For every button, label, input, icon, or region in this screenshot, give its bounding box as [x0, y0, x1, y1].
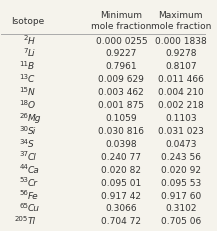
Text: 37: 37	[19, 151, 28, 157]
Text: Mg: Mg	[28, 114, 41, 122]
Text: 0.240 77: 0.240 77	[101, 152, 141, 161]
Text: 0.704 72: 0.704 72	[101, 216, 141, 225]
Text: 26: 26	[19, 112, 28, 118]
Text: 0.020 82: 0.020 82	[101, 165, 141, 174]
Text: 0.3066: 0.3066	[105, 204, 137, 213]
Text: 0.031 023: 0.031 023	[158, 126, 204, 135]
Text: Tl: Tl	[28, 216, 36, 225]
Text: B: B	[28, 62, 34, 71]
Text: 0.8107: 0.8107	[165, 62, 197, 71]
Text: 0.003 462: 0.003 462	[99, 88, 144, 97]
Text: Isotope: Isotope	[12, 17, 45, 26]
Text: 13: 13	[19, 74, 28, 80]
Text: 0.0473: 0.0473	[165, 139, 197, 148]
Text: 0.1059: 0.1059	[105, 114, 137, 122]
Text: 0.095 53: 0.095 53	[161, 178, 201, 187]
Text: Cr: Cr	[28, 178, 38, 187]
Text: 7: 7	[24, 48, 28, 54]
Text: Ca: Ca	[28, 165, 40, 174]
Text: 0.243 56: 0.243 56	[161, 152, 201, 161]
Text: 205: 205	[15, 215, 28, 221]
Text: 44: 44	[19, 164, 28, 170]
Text: 0.1103: 0.1103	[165, 114, 197, 122]
Text: Cl: Cl	[28, 152, 37, 161]
Text: 0.917 60: 0.917 60	[161, 191, 201, 200]
Text: Cu: Cu	[28, 204, 40, 213]
Text: 65: 65	[19, 202, 28, 208]
Text: Si: Si	[28, 126, 36, 135]
Text: 11: 11	[19, 61, 28, 67]
Text: H: H	[28, 36, 35, 45]
Text: 0.705 06: 0.705 06	[161, 216, 201, 225]
Text: 0.3102: 0.3102	[165, 204, 197, 213]
Text: 0.004 210: 0.004 210	[158, 88, 204, 97]
Text: 0.095 01: 0.095 01	[101, 178, 141, 187]
Text: Li: Li	[28, 49, 36, 58]
Text: C: C	[28, 75, 34, 84]
Text: 0.7961: 0.7961	[105, 62, 137, 71]
Text: 18: 18	[19, 99, 28, 105]
Text: S: S	[28, 139, 34, 148]
Text: 0.030 816: 0.030 816	[98, 126, 144, 135]
Text: 0.0398: 0.0398	[105, 139, 137, 148]
Text: 0.917 42: 0.917 42	[101, 191, 141, 200]
Text: O: O	[28, 101, 35, 110]
Text: 0.011 466: 0.011 466	[158, 75, 204, 84]
Text: 0.9227: 0.9227	[106, 49, 137, 58]
Text: 34: 34	[19, 138, 28, 144]
Text: 0.001 875: 0.001 875	[98, 101, 144, 110]
Text: 0.009 629: 0.009 629	[98, 75, 144, 84]
Text: 0.9278: 0.9278	[165, 49, 197, 58]
Text: 0.020 92: 0.020 92	[161, 165, 201, 174]
Text: 56: 56	[19, 189, 28, 195]
Text: 0.000 0255: 0.000 0255	[95, 36, 147, 45]
Text: Minimum
mole fraction: Minimum mole fraction	[91, 11, 151, 31]
Text: Maximum
mole fraction: Maximum mole fraction	[151, 11, 211, 31]
Text: 0.002 218: 0.002 218	[158, 101, 204, 110]
Text: Fe: Fe	[28, 191, 39, 200]
Text: 0.000 1838: 0.000 1838	[155, 36, 207, 45]
Text: 30: 30	[19, 125, 28, 131]
Text: N: N	[28, 88, 35, 97]
Text: 15: 15	[19, 87, 28, 92]
Text: 2: 2	[24, 35, 28, 41]
Text: 53: 53	[19, 176, 28, 182]
